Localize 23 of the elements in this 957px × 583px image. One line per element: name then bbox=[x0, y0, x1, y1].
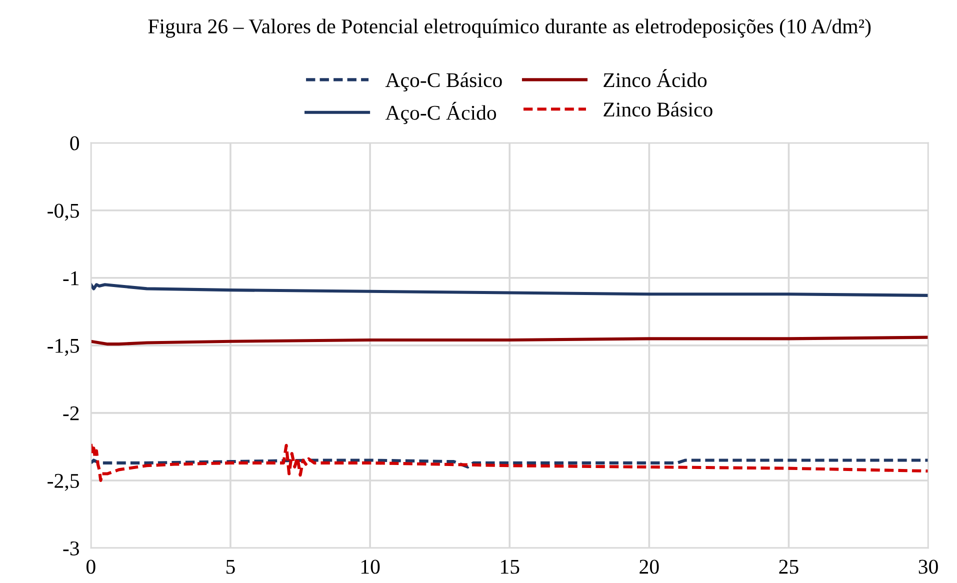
x-tick-label: 10 bbox=[361, 560, 380, 574]
line-series bbox=[90, 283, 928, 297]
legend-label: Zinco Básico bbox=[604, 102, 712, 117]
line-series bbox=[90, 336, 928, 346]
x-tick-label: 0 bbox=[86, 560, 96, 574]
y-tick-label: -1 bbox=[63, 271, 79, 286]
y-tick-label: -0,5 bbox=[48, 204, 79, 221]
legend-label: Aço-C Básico bbox=[385, 72, 502, 92]
y-tick-label: -2 bbox=[63, 406, 79, 420]
y-tick-label: 0 bbox=[70, 136, 80, 150]
y-tick-label: -2,5 bbox=[48, 474, 79, 491]
x-tick-label: 20 bbox=[640, 560, 659, 574]
x-tick-label: 25 bbox=[779, 560, 798, 574]
x-tick-label: 15 bbox=[501, 560, 520, 574]
x-tick-label: 5 bbox=[226, 560, 235, 574]
y-tick-label: -1,5 bbox=[48, 338, 79, 356]
x-tick-label: 30 bbox=[918, 560, 938, 574]
line-series bbox=[90, 442, 928, 482]
chart-title: Figura 26 – Valores de Potencial eletroquímico durante as eletrodeposições (10 A/dm²) bbox=[148, 18, 871, 38]
line-series bbox=[90, 458, 928, 469]
legend-label: Zinco Ácido bbox=[604, 69, 707, 88]
y-tick-label: -3 bbox=[63, 541, 79, 556]
legend-label: Aço-C Ácido bbox=[385, 102, 496, 124]
